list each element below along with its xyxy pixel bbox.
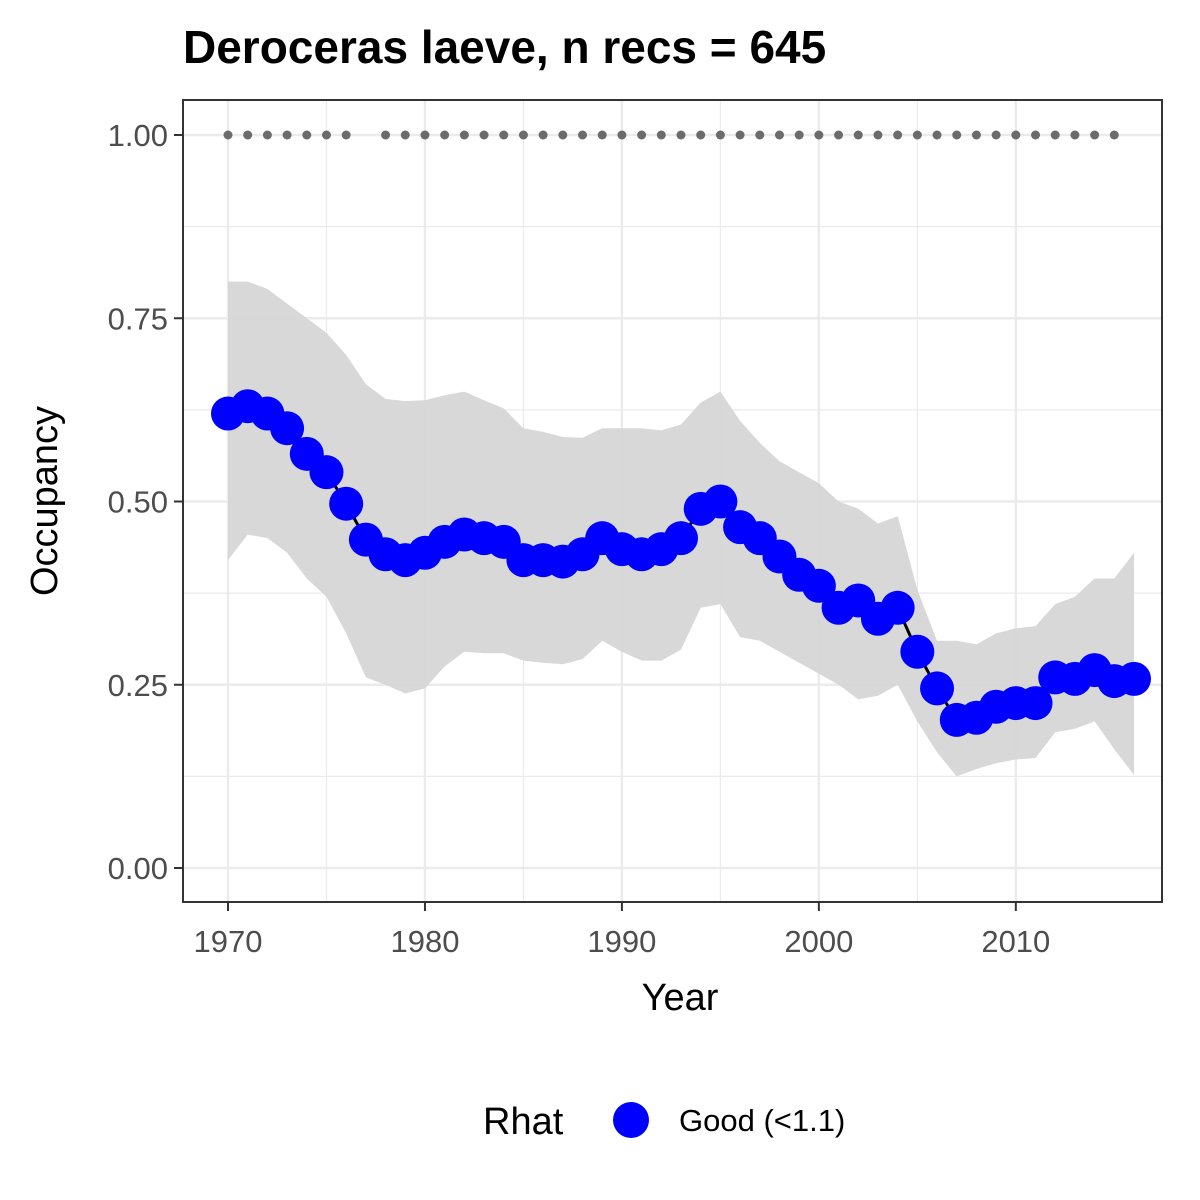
record-dot <box>420 130 430 140</box>
occupancy-point <box>1117 661 1151 696</box>
occupancy-point <box>900 634 935 669</box>
record-dot <box>578 130 588 140</box>
record-dot <box>814 130 824 140</box>
record-dot <box>381 130 391 140</box>
x-tick-label: 1980 <box>390 924 459 959</box>
occupancy-point <box>920 671 955 706</box>
record-dot <box>873 130 883 140</box>
record-dot <box>400 130 410 140</box>
record-dot <box>617 130 627 140</box>
y-tick-label: 0.50 <box>108 485 168 520</box>
record-dot <box>459 130 469 140</box>
record-dot <box>321 130 331 140</box>
x-tick-label: 2010 <box>981 924 1050 959</box>
record-dot <box>1050 130 1060 140</box>
record-dot <box>1031 130 1041 140</box>
record-dot <box>912 130 922 140</box>
y-tick-label: 0.75 <box>108 301 168 336</box>
chart-title: Deroceras laeve, n recs = 645 <box>183 21 826 73</box>
record-dot <box>262 130 272 140</box>
legend: Rhat Good (<1.1) <box>483 1101 845 1143</box>
record-dot <box>794 130 804 140</box>
record-dot <box>1090 130 1100 140</box>
record-dot <box>282 130 292 140</box>
y-tick-label: 0.00 <box>108 851 168 886</box>
record-dot <box>715 130 725 140</box>
x-tick-label: 2000 <box>784 924 853 959</box>
x-tick-label: 1970 <box>194 924 263 959</box>
record-dot <box>518 130 528 140</box>
occupancy-point <box>309 455 344 490</box>
record-dot <box>834 130 844 140</box>
legend-title: Rhat <box>483 1101 564 1143</box>
record-dot <box>853 130 863 140</box>
record-dot <box>971 130 981 140</box>
record-dot <box>597 130 607 140</box>
occupancy-point <box>801 568 836 603</box>
record-dot <box>1070 130 1080 140</box>
record-dot <box>223 130 233 140</box>
record-dot <box>952 130 962 140</box>
record-dot <box>558 130 568 140</box>
x-axis-title: Year <box>642 977 719 1019</box>
y-tick-label: 0.25 <box>108 668 168 703</box>
record-dot <box>1011 130 1021 140</box>
occupancy-point <box>880 590 915 625</box>
x-axis: 1970 1980 1990 2000 2010 <box>194 902 1050 959</box>
record-dot <box>991 130 1001 140</box>
y-axis: 0.00 0.25 0.50 0.75 1.00 <box>108 118 183 886</box>
record-dots-layer <box>223 130 1119 140</box>
record-dot <box>676 130 686 140</box>
record-dot <box>932 130 942 140</box>
legend-label-good: Good (<1.1) <box>679 1103 845 1138</box>
record-dot <box>637 130 647 140</box>
y-axis-title: Occupancy <box>24 406 66 596</box>
record-dot <box>538 130 548 140</box>
occupancy-point <box>1018 686 1053 721</box>
record-dot <box>774 130 784 140</box>
record-dot <box>696 130 706 140</box>
occupancy-point <box>270 411 305 446</box>
occupancy-point <box>703 484 738 519</box>
record-dot <box>1109 130 1119 140</box>
record-dot <box>893 130 903 140</box>
record-dot <box>479 130 489 140</box>
legend-key-good <box>613 1102 649 1138</box>
y-tick-label: 1.00 <box>108 118 168 153</box>
occupancy-points-layer <box>211 389 1151 737</box>
record-dot <box>302 130 312 140</box>
record-dot <box>440 130 450 140</box>
record-dot <box>656 130 666 140</box>
record-dot <box>735 130 745 140</box>
record-dot <box>243 130 253 140</box>
occupancy-point <box>329 486 364 521</box>
x-tick-label: 1990 <box>587 924 656 959</box>
record-dot <box>341 130 351 140</box>
record-dot <box>499 130 509 140</box>
record-dot <box>755 130 765 140</box>
occupancy-point <box>664 521 698 556</box>
